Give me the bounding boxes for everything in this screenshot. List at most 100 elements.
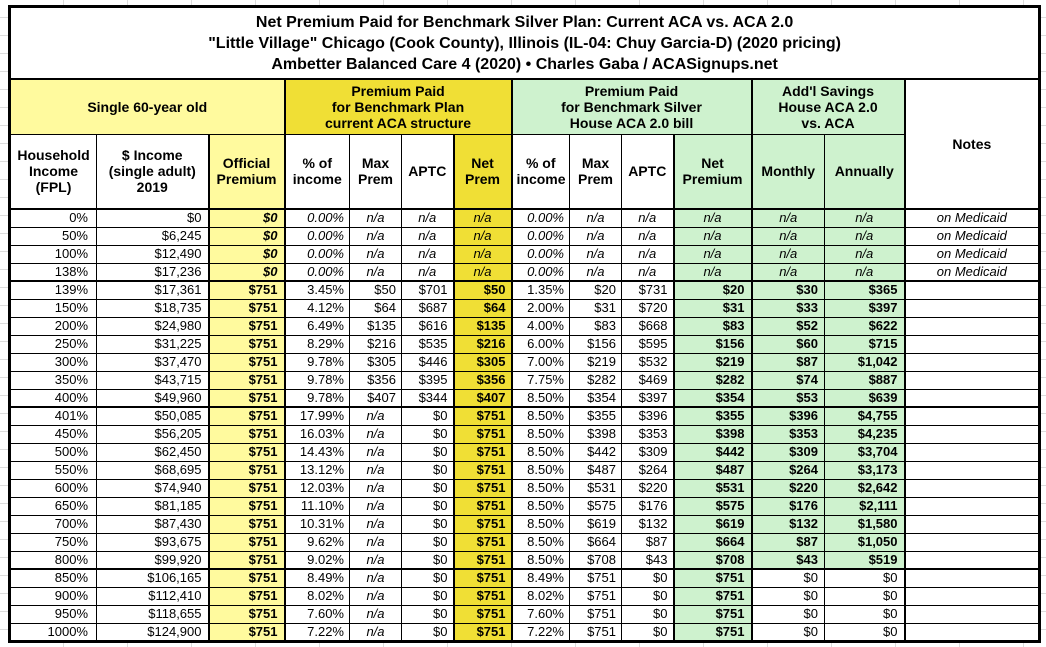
cell-a2_max[interactable]: $20 [569,280,622,300]
cell-a2_pct[interactable]: 7.00% [510,352,570,372]
cell-aca_net[interactable]: $751 [452,550,512,570]
cell-official[interactable]: $751 [207,460,285,480]
cell-a2_pct[interactable]: 8.50% [510,550,570,570]
cell-income[interactable]: $112,410 [96,586,209,606]
cell-aca_pct[interactable]: 8.29% [283,334,350,354]
cell-a2_net[interactable]: $531 [672,478,752,498]
cell-fpl[interactable]: 550% [9,460,97,480]
cell-a2_net[interactable]: $219 [672,352,752,372]
cell-monthly[interactable]: $0 [750,586,825,606]
cell-aca_max[interactable]: n/a [349,406,402,426]
cell-a2_pct[interactable]: 8.50% [510,460,570,480]
cell-a2_pct[interactable]: 8.50% [510,388,570,408]
cell-aca_pct[interactable]: 13.12% [283,460,350,480]
cell-fpl[interactable]: 139% [9,280,97,300]
cell-a2_aptc[interactable]: $220 [621,478,674,498]
cell-monthly[interactable]: $43 [750,550,825,570]
cell-aca_pct[interactable]: 9.02% [283,550,350,570]
cell-aca_aptc[interactable]: $0 [401,568,454,588]
cell-aca_max[interactable]: $356 [349,370,402,390]
cell-aca_net[interactable]: $751 [452,478,512,498]
cell-a2_aptc[interactable]: $668 [621,316,674,336]
cell-aca_aptc[interactable]: $0 [401,604,454,624]
cell-a2_max[interactable]: n/a [569,244,622,264]
cell-aca_max[interactable]: n/a [349,532,402,552]
cell-note[interactable]: on Medicaid [903,208,1041,228]
cell-aca_aptc[interactable]: n/a [401,262,454,282]
cell-note[interactable] [903,424,1041,444]
cell-official[interactable]: $751 [207,532,285,552]
cell-note[interactable] [903,604,1041,624]
cell-a2_pct[interactable]: 6.00% [510,334,570,354]
cell-aca_pct[interactable]: 10.31% [283,514,350,534]
cell-a2_aptc[interactable]: $43 [621,550,674,570]
cell-annually[interactable]: $397 [824,298,905,318]
cell-aca_aptc[interactable]: $446 [401,352,454,372]
cell-fpl[interactable]: 138% [9,262,97,282]
cell-aca_aptc[interactable]: $0 [401,514,454,534]
cell-annually[interactable]: $1,042 [824,352,905,372]
cell-aca_pct[interactable]: 9.78% [283,352,350,372]
cell-aca_aptc[interactable]: $0 [401,586,454,606]
cell-aca_net[interactable]: $64 [452,298,512,318]
cell-aca_net[interactable]: $751 [452,514,512,534]
cell-aca_net[interactable]: $751 [452,460,512,480]
cell-monthly[interactable]: n/a [750,262,825,282]
cell-note[interactable] [903,406,1041,426]
cell-note[interactable] [903,514,1041,534]
cell-monthly[interactable]: $396 [750,406,825,426]
cell-official[interactable]: $751 [207,586,285,606]
cell-aca_net[interactable]: $216 [452,334,512,354]
cell-fpl[interactable]: 50% [9,226,97,246]
cell-monthly[interactable]: $0 [750,568,825,588]
cell-aca_max[interactable]: n/a [349,622,402,642]
cell-aca_aptc[interactable]: $687 [401,298,454,318]
cell-note[interactable] [903,550,1041,570]
cell-note[interactable] [903,316,1041,336]
cell-monthly[interactable]: $353 [750,424,825,444]
cell-fpl[interactable]: 700% [9,514,97,534]
cell-aca_max[interactable]: n/a [349,226,402,246]
cell-a2_pct[interactable]: 4.00% [510,316,570,336]
cell-official[interactable]: $751 [207,496,285,516]
cell-aca_pct[interactable]: 0.00% [283,226,350,246]
cell-aca_net[interactable]: n/a [452,226,512,246]
cell-monthly[interactable]: $309 [750,442,825,462]
cell-a2_net[interactable]: $708 [672,550,752,570]
cell-a2_aptc[interactable]: $176 [621,496,674,516]
cell-a2_max[interactable]: $575 [569,496,622,516]
cell-aca_net[interactable]: n/a [452,208,512,228]
cell-a2_pct[interactable]: 7.60% [510,604,570,624]
cell-official[interactable]: $751 [207,388,285,408]
cell-a2_pct[interactable]: 8.50% [510,496,570,516]
cell-aca_pct[interactable]: 14.43% [283,442,350,462]
cell-aca_max[interactable]: n/a [349,514,402,534]
cell-income[interactable]: $43,715 [96,370,209,390]
cell-fpl[interactable]: 100% [9,244,97,264]
cell-income[interactable]: $87,430 [96,514,209,534]
cell-a2_net[interactable]: $31 [672,298,752,318]
cell-a2_max[interactable]: $354 [569,388,622,408]
cell-fpl[interactable]: 750% [9,532,97,552]
cell-a2_max[interactable]: $31 [569,298,622,318]
cell-aca_max[interactable]: $407 [349,388,402,408]
cell-income[interactable]: $31,225 [96,334,209,354]
cell-note[interactable] [903,442,1041,462]
cell-note[interactable] [903,334,1041,354]
cell-monthly[interactable]: $176 [750,496,825,516]
cell-official[interactable]: $751 [207,622,285,642]
cell-official[interactable]: $751 [207,478,285,498]
cell-a2_aptc[interactable]: $396 [621,406,674,426]
cell-annually[interactable]: $4,235 [824,424,905,444]
cell-note[interactable] [903,478,1041,498]
cell-income[interactable]: $17,236 [96,262,209,282]
cell-aca_net[interactable]: $751 [452,496,512,516]
cell-a2_net[interactable]: $575 [672,496,752,516]
cell-a2_net[interactable]: $487 [672,460,752,480]
cell-a2_net[interactable]: $664 [672,532,752,552]
cell-a2_max[interactable]: $619 [569,514,622,534]
cell-aca_net[interactable]: $751 [452,532,512,552]
cell-aca_net[interactable]: n/a [452,244,512,264]
cell-a2_net[interactable]: $751 [672,622,752,642]
cell-official[interactable]: $751 [207,406,285,426]
